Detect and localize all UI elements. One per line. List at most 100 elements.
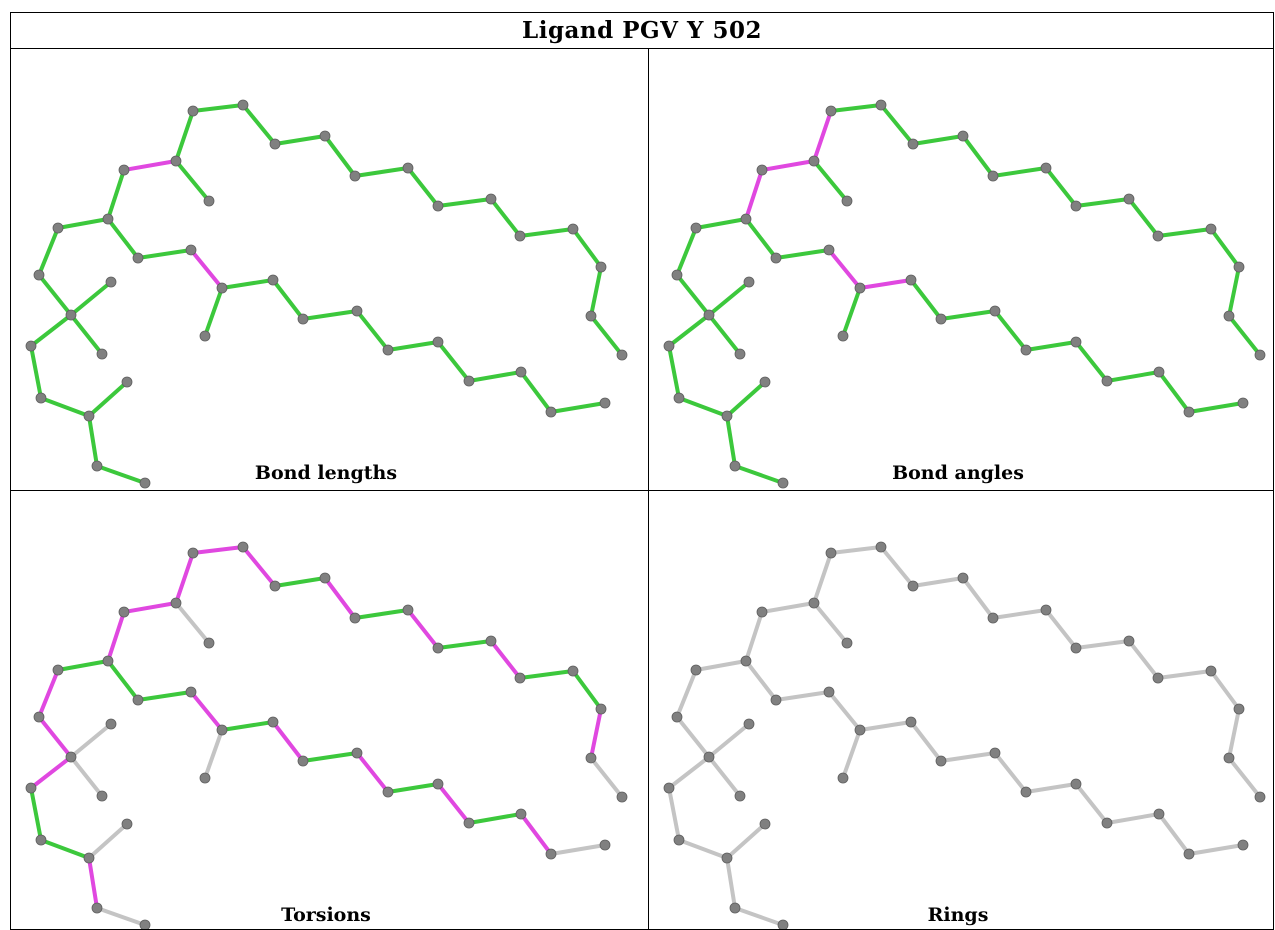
atom	[1254, 349, 1266, 361]
atom	[875, 99, 887, 111]
atom	[616, 349, 628, 361]
atom	[703, 751, 715, 763]
atom	[1205, 665, 1217, 677]
bond	[879, 545, 915, 588]
bond	[386, 782, 440, 794]
bond	[301, 309, 359, 321]
atom	[105, 276, 117, 288]
bond	[37, 226, 60, 277]
bond	[841, 728, 862, 780]
atom	[734, 348, 746, 360]
bond	[879, 103, 915, 146]
bond	[106, 168, 126, 221]
bond	[829, 545, 883, 555]
panel-rings	[663, 541, 1266, 930]
atom	[485, 635, 497, 647]
atom	[132, 694, 144, 706]
bond	[589, 707, 603, 760]
atom	[33, 269, 45, 281]
atom	[463, 817, 475, 829]
atom	[1123, 193, 1135, 205]
atom	[432, 778, 444, 790]
atom	[269, 138, 281, 150]
bond	[355, 751, 390, 794]
bond	[406, 608, 440, 650]
bond	[1044, 608, 1078, 650]
bond	[37, 273, 73, 317]
bond	[993, 309, 1028, 352]
bond	[1024, 340, 1078, 352]
caption-bond-angles: Bond angles	[892, 462, 1024, 484]
bond	[1156, 227, 1213, 238]
bond	[991, 608, 1048, 620]
bond	[774, 690, 831, 702]
atom	[759, 376, 771, 388]
atom	[545, 406, 557, 418]
atom	[52, 664, 64, 676]
bond	[1024, 782, 1078, 794]
bond	[1074, 197, 1131, 208]
bond	[29, 344, 43, 400]
atom	[734, 790, 746, 802]
bond	[220, 278, 275, 290]
bond	[909, 278, 943, 321]
atom	[1153, 366, 1165, 378]
atom	[841, 195, 853, 207]
bond	[812, 109, 833, 163]
bond	[323, 576, 357, 620]
atom	[743, 276, 755, 288]
bond	[1074, 340, 1109, 383]
atom	[1070, 642, 1082, 654]
bond	[667, 755, 711, 790]
bond	[241, 545, 277, 588]
bond	[106, 217, 140, 260]
atom	[1040, 604, 1052, 616]
atom	[599, 397, 611, 409]
bond	[436, 340, 471, 383]
atom	[515, 366, 527, 378]
atom	[989, 747, 1001, 759]
atom	[837, 330, 849, 342]
bond	[220, 720, 275, 732]
bond	[489, 639, 522, 680]
bond	[1209, 227, 1241, 269]
atom	[663, 340, 675, 352]
bond	[29, 313, 73, 348]
bond	[1156, 669, 1213, 680]
atom	[1233, 261, 1245, 273]
bond	[911, 134, 965, 146]
bond	[271, 720, 305, 763]
atom	[1101, 375, 1113, 387]
bond	[87, 822, 129, 860]
bond	[467, 370, 523, 383]
atom	[663, 782, 675, 794]
bond	[1044, 166, 1078, 208]
atom	[187, 105, 199, 117]
bond	[203, 286, 224, 338]
bond	[136, 248, 193, 260]
atom	[237, 99, 249, 111]
atom	[825, 547, 837, 559]
bond	[467, 812, 523, 825]
atom	[297, 313, 309, 325]
bond	[707, 280, 751, 317]
bond	[1187, 843, 1245, 856]
bond	[122, 601, 178, 614]
bond	[812, 551, 833, 605]
atom	[905, 274, 917, 286]
atom	[463, 375, 475, 387]
bond	[707, 722, 751, 759]
atom	[199, 772, 211, 784]
atom	[756, 164, 768, 176]
atom	[118, 606, 130, 618]
bond	[589, 756, 624, 799]
atom	[987, 612, 999, 624]
atom	[203, 637, 215, 649]
bond	[436, 639, 493, 650]
bond	[694, 659, 748, 672]
bond	[589, 265, 603, 318]
atom	[1020, 786, 1032, 798]
atom	[841, 637, 853, 649]
atom	[102, 655, 114, 667]
bond	[961, 576, 995, 620]
